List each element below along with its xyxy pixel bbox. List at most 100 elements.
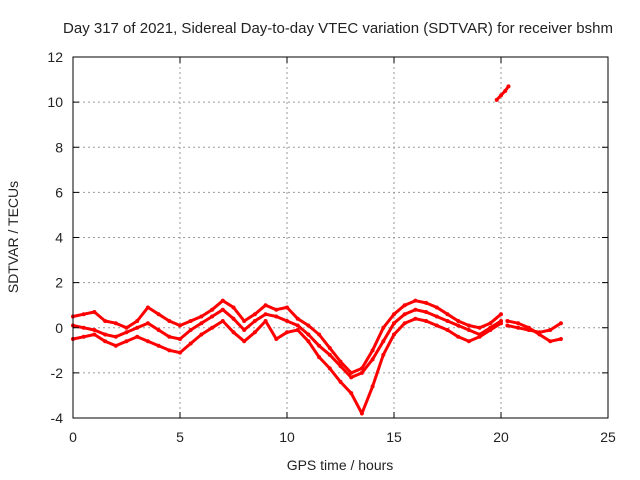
- chart-title: Day 317 of 2021, Sidereal Day-to-day VTE…: [63, 20, 613, 37]
- data-point: [252, 318, 257, 323]
- y-tick-label: -2: [51, 365, 64, 381]
- data-point: [145, 305, 150, 310]
- data-point: [402, 312, 407, 317]
- data-point: [424, 309, 429, 314]
- y-axis-label: SDTVAR / TECUs: [5, 181, 21, 293]
- data-point: [220, 298, 225, 303]
- data-point: [494, 97, 499, 102]
- data-point: [359, 370, 364, 375]
- data-point: [285, 305, 289, 310]
- series-line-trace-late-b: [505, 319, 563, 343]
- data-point: [263, 303, 268, 308]
- data-point: [445, 328, 450, 333]
- y-tick-label: 0: [55, 320, 63, 336]
- data-point: [199, 314, 204, 319]
- data-point: [156, 328, 161, 333]
- data-point: [434, 305, 439, 310]
- data-point: [548, 328, 553, 333]
- x-tick-label: 10: [279, 429, 295, 445]
- data-point: [456, 323, 461, 328]
- series-trace-middle: [71, 307, 503, 380]
- x-tick-label: 15: [386, 429, 402, 445]
- data-point: [145, 339, 150, 344]
- data-point: [327, 346, 332, 351]
- data-point: [156, 343, 161, 348]
- data-point: [466, 323, 471, 328]
- data-point: [488, 321, 493, 326]
- data-point: [252, 330, 257, 335]
- y-tick-label: 10: [47, 94, 63, 110]
- data-point: [317, 343, 322, 348]
- data-point: [338, 364, 343, 369]
- data-point: [124, 330, 129, 335]
- x-tick-label: 25: [600, 429, 616, 445]
- data-point: [285, 330, 289, 335]
- data-point: [113, 321, 118, 326]
- series-trace-lower: [71, 316, 503, 416]
- x-tick-label: 5: [176, 429, 184, 445]
- data-point: [548, 339, 553, 344]
- data-point: [210, 325, 215, 330]
- data-point: [477, 334, 482, 339]
- data-point: [392, 332, 396, 337]
- data-point: [370, 348, 375, 353]
- data-point: [285, 318, 289, 323]
- data-point: [516, 325, 521, 330]
- data-point: [392, 321, 396, 326]
- data-point: [220, 307, 225, 312]
- series-trace-outlier: [494, 84, 511, 102]
- y-tick-label: 4: [55, 230, 63, 246]
- data-point: [402, 303, 407, 308]
- data-point: [466, 339, 471, 344]
- series-trace-upper: [71, 298, 503, 375]
- data-point: [392, 312, 396, 317]
- data-point: [424, 318, 429, 323]
- data-point: [103, 339, 108, 344]
- data-point: [81, 312, 86, 317]
- data-point: [445, 312, 450, 317]
- data-point: [178, 350, 182, 355]
- data-point: [359, 411, 364, 416]
- data-point: [124, 325, 129, 330]
- data-point: [317, 332, 322, 337]
- y-tick-label: 8: [55, 139, 63, 155]
- data-point: [92, 309, 97, 314]
- data-point: [338, 379, 343, 384]
- data-point: [188, 328, 193, 333]
- data-point: [210, 314, 215, 319]
- data-point: [231, 305, 236, 310]
- data-point: [113, 343, 118, 348]
- data-point: [156, 312, 161, 317]
- data-point: [81, 325, 86, 330]
- data-point: [456, 318, 461, 323]
- data-point: [434, 323, 439, 328]
- data-point: [263, 318, 268, 323]
- data-point: [327, 366, 332, 371]
- data-point: [295, 328, 300, 333]
- data-point: [124, 339, 129, 344]
- series-line-trace-outlier: [495, 84, 510, 102]
- data-point: [167, 334, 172, 339]
- data-point: [306, 332, 311, 337]
- data-point: [263, 312, 268, 317]
- data-point: [81, 334, 86, 339]
- data-point: [537, 332, 542, 337]
- data-point: [558, 321, 563, 326]
- data-point: [242, 339, 247, 344]
- data-point: [381, 352, 386, 357]
- data-point: [103, 318, 108, 323]
- data-point: [167, 348, 172, 353]
- data-point: [349, 370, 354, 375]
- data-point: [220, 318, 225, 323]
- data-point: [499, 321, 503, 326]
- data-point: [349, 391, 354, 396]
- tick-labels: 0 5 10 15 20 25 -4 -2 0 2 4 6 8 10 12: [47, 49, 616, 445]
- data-point: [306, 323, 311, 328]
- series-layer: [71, 84, 563, 416]
- data-point: [295, 316, 300, 321]
- data-point: [499, 93, 503, 98]
- data-point: [135, 334, 140, 339]
- data-point: [370, 384, 375, 389]
- x-axis-label: GPS time / hours: [287, 457, 394, 473]
